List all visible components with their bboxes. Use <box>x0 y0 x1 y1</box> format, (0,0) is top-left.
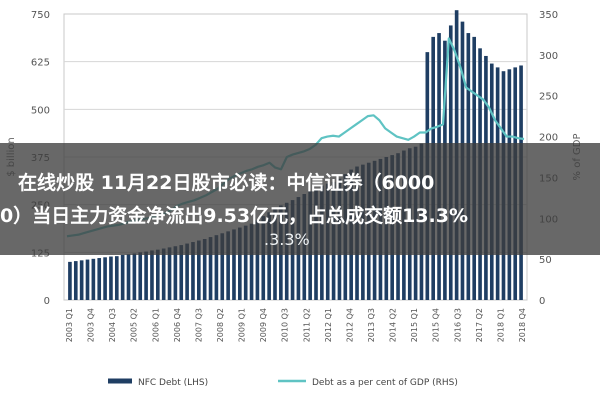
x-tick-label: 2018 Q4 <box>518 308 527 342</box>
x-tick-label: 2016 Q3 <box>453 308 462 342</box>
legend-label-debt-gdp: Debt as a per cent of GDP (RHS) <box>312 378 458 388</box>
x-tick-label: 2004 Q3 <box>108 308 117 342</box>
nfc-debt-bar <box>197 240 201 300</box>
x-tick-label: 2007 Q3 <box>194 308 203 342</box>
x-tick-label: 2013 Q3 <box>367 308 376 342</box>
x-tick-label: 2009 Q4 <box>259 308 268 342</box>
nfc-debt-bar <box>185 243 189 300</box>
nfc-debt-bar <box>243 225 248 300</box>
x-tick-label: 2008 Q2 <box>216 308 225 342</box>
nfc-debt-bar <box>161 248 166 300</box>
x-tick-label: 2018 Q1 <box>496 308 505 342</box>
nfc-debt-bar <box>97 258 102 300</box>
nfc-debt-bar <box>126 254 131 300</box>
nfc-debt-bar <box>73 261 78 300</box>
nfc-debt-bar <box>191 242 195 300</box>
nfc-debt-bar <box>91 258 96 300</box>
x-tick-label: 2014 Q2 <box>389 308 398 342</box>
x-tick-label: 2011 Q2 <box>302 308 311 342</box>
right-tick-label: 300 <box>539 51 558 62</box>
right-tick-label: 350 <box>539 10 558 21</box>
x-tick-label: 2010 Q3 <box>281 308 290 342</box>
x-tick-label: 2006 Q4 <box>173 308 182 342</box>
nfc-debt-bar <box>103 257 107 300</box>
nfc-debt-bar <box>267 212 271 300</box>
nfc-debt-bar <box>173 246 178 300</box>
x-tick-label: 2006 Q1 <box>151 308 160 342</box>
headline-line-2: 0）当日主力资金净流出9.53亿元，占总成交额13.3% <box>0 205 469 227</box>
headline-line-1: 在线炒股 11月22日股市必读：中信证券（6000 <box>18 172 435 194</box>
x-tick-label: 2005 Q2 <box>130 308 139 342</box>
x-tick-label: 2003 Q1 <box>65 308 74 342</box>
right-tick-label: 250 <box>539 92 558 103</box>
nfc-debt-bar <box>138 252 143 300</box>
x-tick-label: 2012 Q4 <box>345 308 354 342</box>
left-tick-label: 625 <box>31 58 50 69</box>
left-tick-label: 0 <box>44 296 50 307</box>
headline-line-3: .3.3% <box>264 230 310 249</box>
nfc-debt-bar <box>144 251 148 300</box>
left-tick-label: 750 <box>31 10 50 21</box>
nfc-debt-bar <box>85 259 90 300</box>
right-tick-label: 200 <box>539 133 558 144</box>
headline-banner[interactable] <box>0 143 600 255</box>
nfc-debt-bar <box>120 255 125 300</box>
right-tick-label: 50 <box>539 255 552 266</box>
nfc-debt-bar <box>202 238 207 300</box>
nfc-debt-bar <box>238 227 242 300</box>
nfc-debt-bar <box>214 235 219 300</box>
nfc-debt-bar <box>109 256 113 300</box>
x-tick-label: 2017 Q2 <box>475 308 484 342</box>
nfc-debt-bar <box>255 219 260 300</box>
nfc-debt-bar <box>167 247 172 300</box>
nfc-debt-bar <box>208 237 213 300</box>
right-tick-label: 0 <box>539 296 545 307</box>
nfc-debt-bar <box>249 223 254 300</box>
x-tick-label: 2015 Q1 <box>410 308 419 342</box>
legend-label-nfc-debt: NFC Debt (LHS) <box>138 378 208 388</box>
nfc-debt-bar <box>68 261 72 300</box>
nfc-debt-bar <box>220 233 225 300</box>
x-tick-label: 2015 Q4 <box>432 308 441 342</box>
nfc-debt-bar <box>150 250 154 300</box>
x-tick-label: 2003 Q4 <box>87 308 96 342</box>
x-tick-label: 2012 Q1 <box>324 308 333 342</box>
nfc-debt-bar <box>261 216 266 300</box>
x-tick-label: 2009 Q1 <box>238 308 247 342</box>
nfc-debt-bar <box>179 245 184 300</box>
nfc-debt-bar <box>132 253 137 300</box>
nfc-debt-bar <box>156 249 160 300</box>
nfc-debt-bar <box>79 260 84 300</box>
nfc-debt-bar <box>232 229 236 300</box>
nfc-debt-bar <box>114 256 119 300</box>
nfc-debt-bar <box>226 231 230 300</box>
left-tick-label: 500 <box>31 105 50 116</box>
